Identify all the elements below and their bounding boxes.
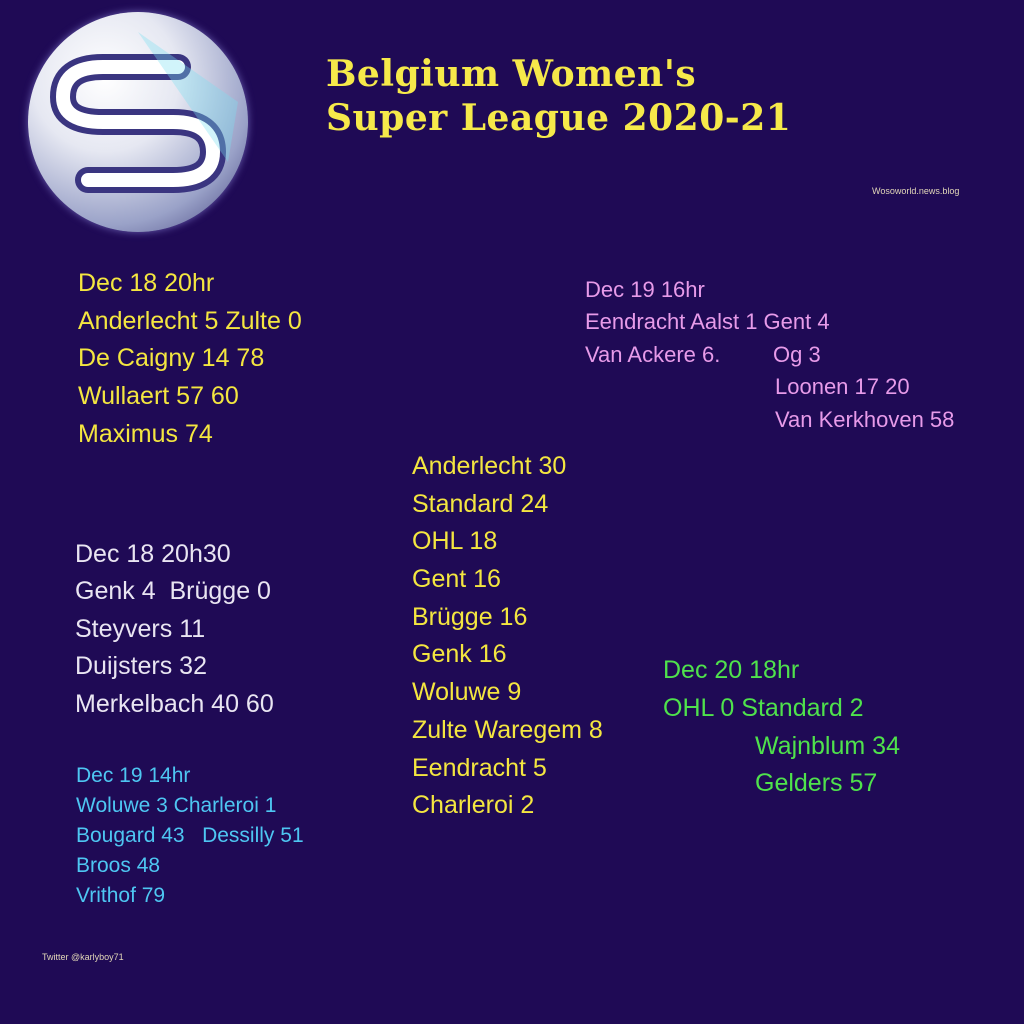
match3-scorer: Vrithof 79 [76,884,166,907]
title-line-1: Belgium Women's [326,53,697,95]
match4-away-scorer: Van Kerkhoven 58 [775,407,955,432]
match1-scorer: Wullaert 57 60 [78,382,239,410]
match1-scorer: De Caigny 14 78 [78,344,265,372]
match4-scorer: Van Ackere 6. [585,342,721,367]
match2-scorer: Merkelbach 40 60 [75,690,274,718]
standings-row: Brügge 16 [412,603,528,631]
match5-away-scorer: Wajnblum 34 [755,732,900,760]
match2-scorer: Duijsters 32 [75,652,207,680]
standings-row: Standard 24 [412,490,549,518]
twitter-credit: Twitter @karlyboy71 [42,952,124,962]
standings-row: Gent 16 [412,565,501,593]
match1-date: Dec 18 20hr [78,269,215,297]
standings-row: Charleroi 2 [412,791,535,819]
match5-away-scorer: Gelders 57 [755,769,878,797]
page-title: Belgium Women's Super League 2020-21 [326,52,791,140]
match4-score: Eendracht Aalst 1 Gent 4 [585,309,830,334]
standings-row: Genk 16 [412,640,507,668]
match3-score: Woluwe 3 Charleroi 1 [76,794,277,817]
match2-score: Genk 4 Brügge 0 [75,577,271,605]
match2-scorer: Steyvers 11 [75,615,206,643]
standings-row: Anderlecht 30 [412,452,567,480]
match5-date: Dec 20 18hr [663,656,800,684]
match4-away-scorer: Og 3 [773,342,821,367]
match2-date: Dec 18 20h30 [75,540,231,568]
match3-date: Dec 19 14hr [76,764,191,787]
match1-scorer: Maximus 74 [78,420,213,448]
standings-row: Zulte Waregem 8 [412,716,603,744]
standings-row: OHL 18 [412,527,498,555]
site-credit: Wosoworld.news.blog [872,186,960,196]
title-line-2: Super League 2020-21 [326,97,792,139]
match4-away-scorer: Loonen 17 20 [775,374,910,399]
match5-score: OHL 0 Standard 2 [663,694,864,722]
match3-scorer: Bougard 43 Dessilly 51 [76,824,304,847]
logo [28,12,248,232]
s-logo-icon [49,32,238,193]
match4-date: Dec 19 16hr [585,277,705,302]
match1-score: Anderlecht 5 Zulte 0 [78,307,302,335]
standings-row: Eendracht 5 [412,754,547,782]
match3-scorer: Broos 48 [76,854,161,877]
standings-row: Woluwe 9 [412,678,522,706]
